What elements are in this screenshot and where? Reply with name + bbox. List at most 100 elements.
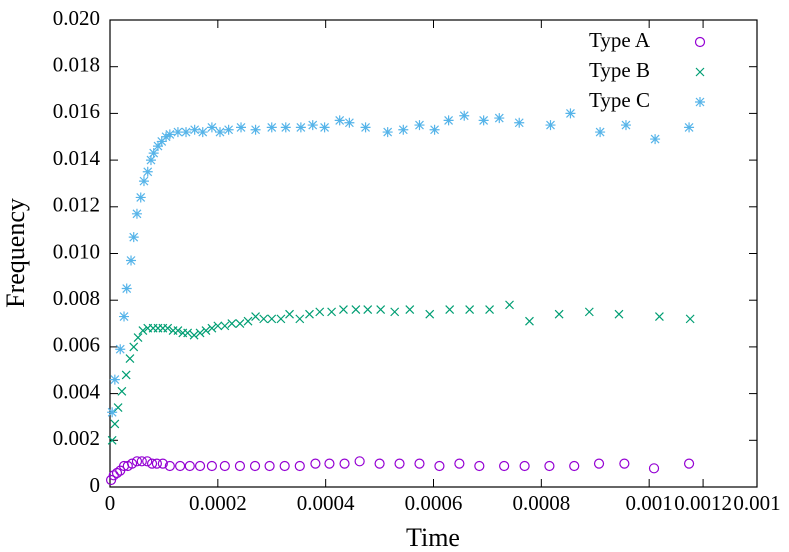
- point: [164, 460, 175, 472]
- point: [131, 208, 142, 219]
- point: [425, 309, 435, 319]
- point: [684, 122, 695, 133]
- point: [339, 305, 348, 314]
- point: [189, 124, 200, 135]
- legend-marker: [695, 97, 705, 107]
- legend-label: Type B: [589, 58, 650, 82]
- point: [151, 458, 163, 469]
- point: [683, 458, 695, 469]
- x-tick-label: 0: [105, 491, 116, 515]
- x-tick-label: 0.0002: [189, 491, 247, 515]
- point: [161, 131, 172, 142]
- x-tick-label: 0.0012: [674, 491, 732, 515]
- point: [382, 127, 393, 138]
- point: [519, 460, 530, 472]
- point: [250, 124, 261, 135]
- point: [398, 124, 409, 135]
- point: [172, 127, 183, 138]
- point: [119, 311, 130, 322]
- point: [125, 354, 135, 363]
- point: [354, 456, 365, 467]
- point: [390, 307, 400, 317]
- legend-label: Type C: [589, 88, 650, 112]
- point: [189, 330, 199, 340]
- point: [138, 326, 148, 335]
- point: [213, 321, 223, 331]
- point: [374, 458, 385, 469]
- point: [294, 460, 305, 472]
- point: [344, 117, 355, 128]
- point: [360, 122, 371, 133]
- point: [194, 460, 206, 472]
- point: [115, 344, 126, 355]
- point: [107, 435, 117, 445]
- point: [280, 122, 291, 133]
- legend-marker: [694, 36, 706, 48]
- point: [117, 386, 127, 396]
- point: [184, 460, 195, 472]
- point: [614, 309, 624, 319]
- point: [207, 323, 217, 333]
- point: [173, 326, 183, 335]
- x-tick-label: 0.001: [733, 491, 780, 515]
- y-tick-label: 0.018: [53, 53, 100, 77]
- y-tick-label: 0.014: [53, 146, 101, 170]
- point: [227, 319, 237, 328]
- point: [152, 141, 163, 152]
- point: [146, 458, 158, 469]
- point: [107, 407, 118, 418]
- point: [565, 108, 576, 119]
- point: [595, 127, 606, 138]
- y-tick-label: 0: [90, 473, 101, 497]
- point: [363, 305, 373, 314]
- point: [142, 456, 153, 467]
- point: [324, 458, 335, 469]
- y-tick-label: 0.002: [53, 426, 100, 450]
- point: [339, 458, 350, 469]
- point: [295, 314, 305, 324]
- point: [163, 323, 173, 333]
- point: [197, 127, 208, 138]
- point: [445, 305, 455, 314]
- point: [485, 305, 494, 314]
- point: [648, 463, 660, 474]
- point: [264, 460, 275, 472]
- point: [478, 115, 489, 126]
- point: [266, 122, 277, 133]
- point: [214, 127, 225, 138]
- point: [593, 458, 605, 469]
- point: [351, 305, 361, 314]
- point: [394, 458, 405, 469]
- point: [138, 176, 149, 187]
- point: [145, 155, 156, 166]
- point: [465, 305, 475, 314]
- point: [276, 314, 286, 324]
- point: [183, 328, 193, 338]
- point: [181, 127, 192, 138]
- point: [142, 166, 153, 177]
- point: [443, 115, 454, 126]
- x-tick-label: 0.0006: [405, 491, 463, 515]
- point: [220, 321, 230, 331]
- point: [310, 458, 321, 469]
- point: [494, 113, 505, 124]
- point: [243, 316, 253, 326]
- point: [206, 460, 218, 472]
- point: [133, 333, 143, 342]
- point: [454, 458, 465, 469]
- point: [201, 326, 211, 335]
- point: [235, 319, 245, 328]
- y-tick-label: 0.008: [53, 286, 100, 310]
- y-tick-label: 0.016: [53, 99, 100, 123]
- point: [429, 124, 440, 135]
- point: [620, 120, 631, 131]
- x-tick-label: 0.0004: [297, 491, 355, 515]
- point: [499, 460, 510, 472]
- point: [327, 307, 337, 317]
- point: [584, 307, 594, 317]
- point: [295, 122, 306, 133]
- y-tick-label: 0.010: [53, 239, 100, 263]
- point: [121, 283, 132, 294]
- point: [113, 403, 123, 413]
